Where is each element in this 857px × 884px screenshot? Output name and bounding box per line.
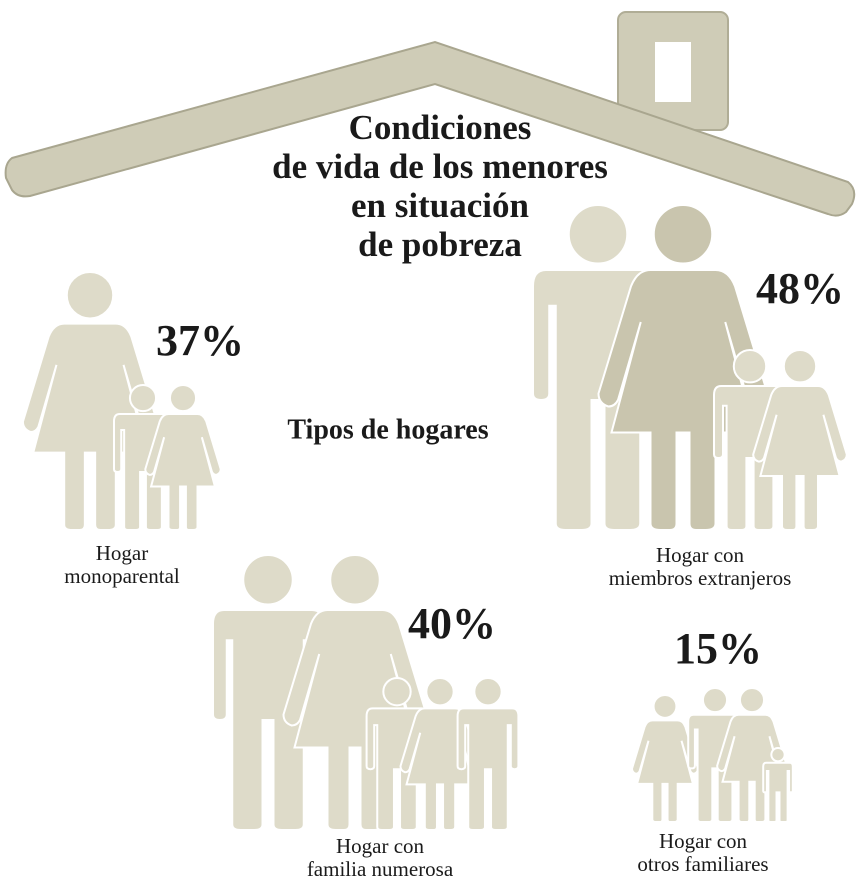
- subtitle: Tipos de hogares: [287, 414, 488, 445]
- person-part: [569, 205, 628, 264]
- title: Condiciones de vida de los menores en si…: [272, 108, 608, 264]
- person-part: [383, 678, 410, 705]
- person-part: [654, 695, 677, 718]
- percent: 48%: [756, 264, 844, 313]
- person-part: [763, 763, 793, 822]
- household-label: Hogar con: [336, 834, 425, 858]
- person-part: [426, 678, 453, 705]
- household-label: familia numerosa: [307, 857, 454, 881]
- person-part: [330, 555, 380, 605]
- figures: [23, 205, 847, 830]
- household-label: miembros extranjeros: [609, 566, 792, 590]
- percent: 37%: [156, 316, 244, 365]
- household-label: Hogar con: [656, 543, 745, 567]
- person-part: [740, 688, 764, 712]
- person-part: [734, 350, 766, 382]
- person-part: [771, 748, 784, 761]
- chimney-hole: [655, 42, 691, 102]
- title-line: en situación: [351, 186, 529, 225]
- person-part: [130, 385, 156, 411]
- person-part: [703, 688, 727, 712]
- person-part: [170, 385, 196, 411]
- person-part: [67, 272, 113, 318]
- percent: 40%: [408, 599, 496, 648]
- percent: 15%: [674, 624, 762, 673]
- household-label: otros familiares: [637, 852, 768, 876]
- infographic: Condiciones de vida de los menores en si…: [0, 0, 857, 884]
- person-part: [243, 555, 293, 605]
- title-line: de vida de los menores: [272, 147, 608, 186]
- person-part: [474, 678, 501, 705]
- title-line: de pobreza: [358, 225, 522, 264]
- person-part: [784, 350, 816, 382]
- title-line: Condiciones: [349, 108, 532, 147]
- person-part: [654, 205, 713, 264]
- household-label: monoparental: [64, 564, 180, 588]
- household-label: Hogar: [96, 541, 148, 565]
- household-label: Hogar con: [659, 829, 748, 853]
